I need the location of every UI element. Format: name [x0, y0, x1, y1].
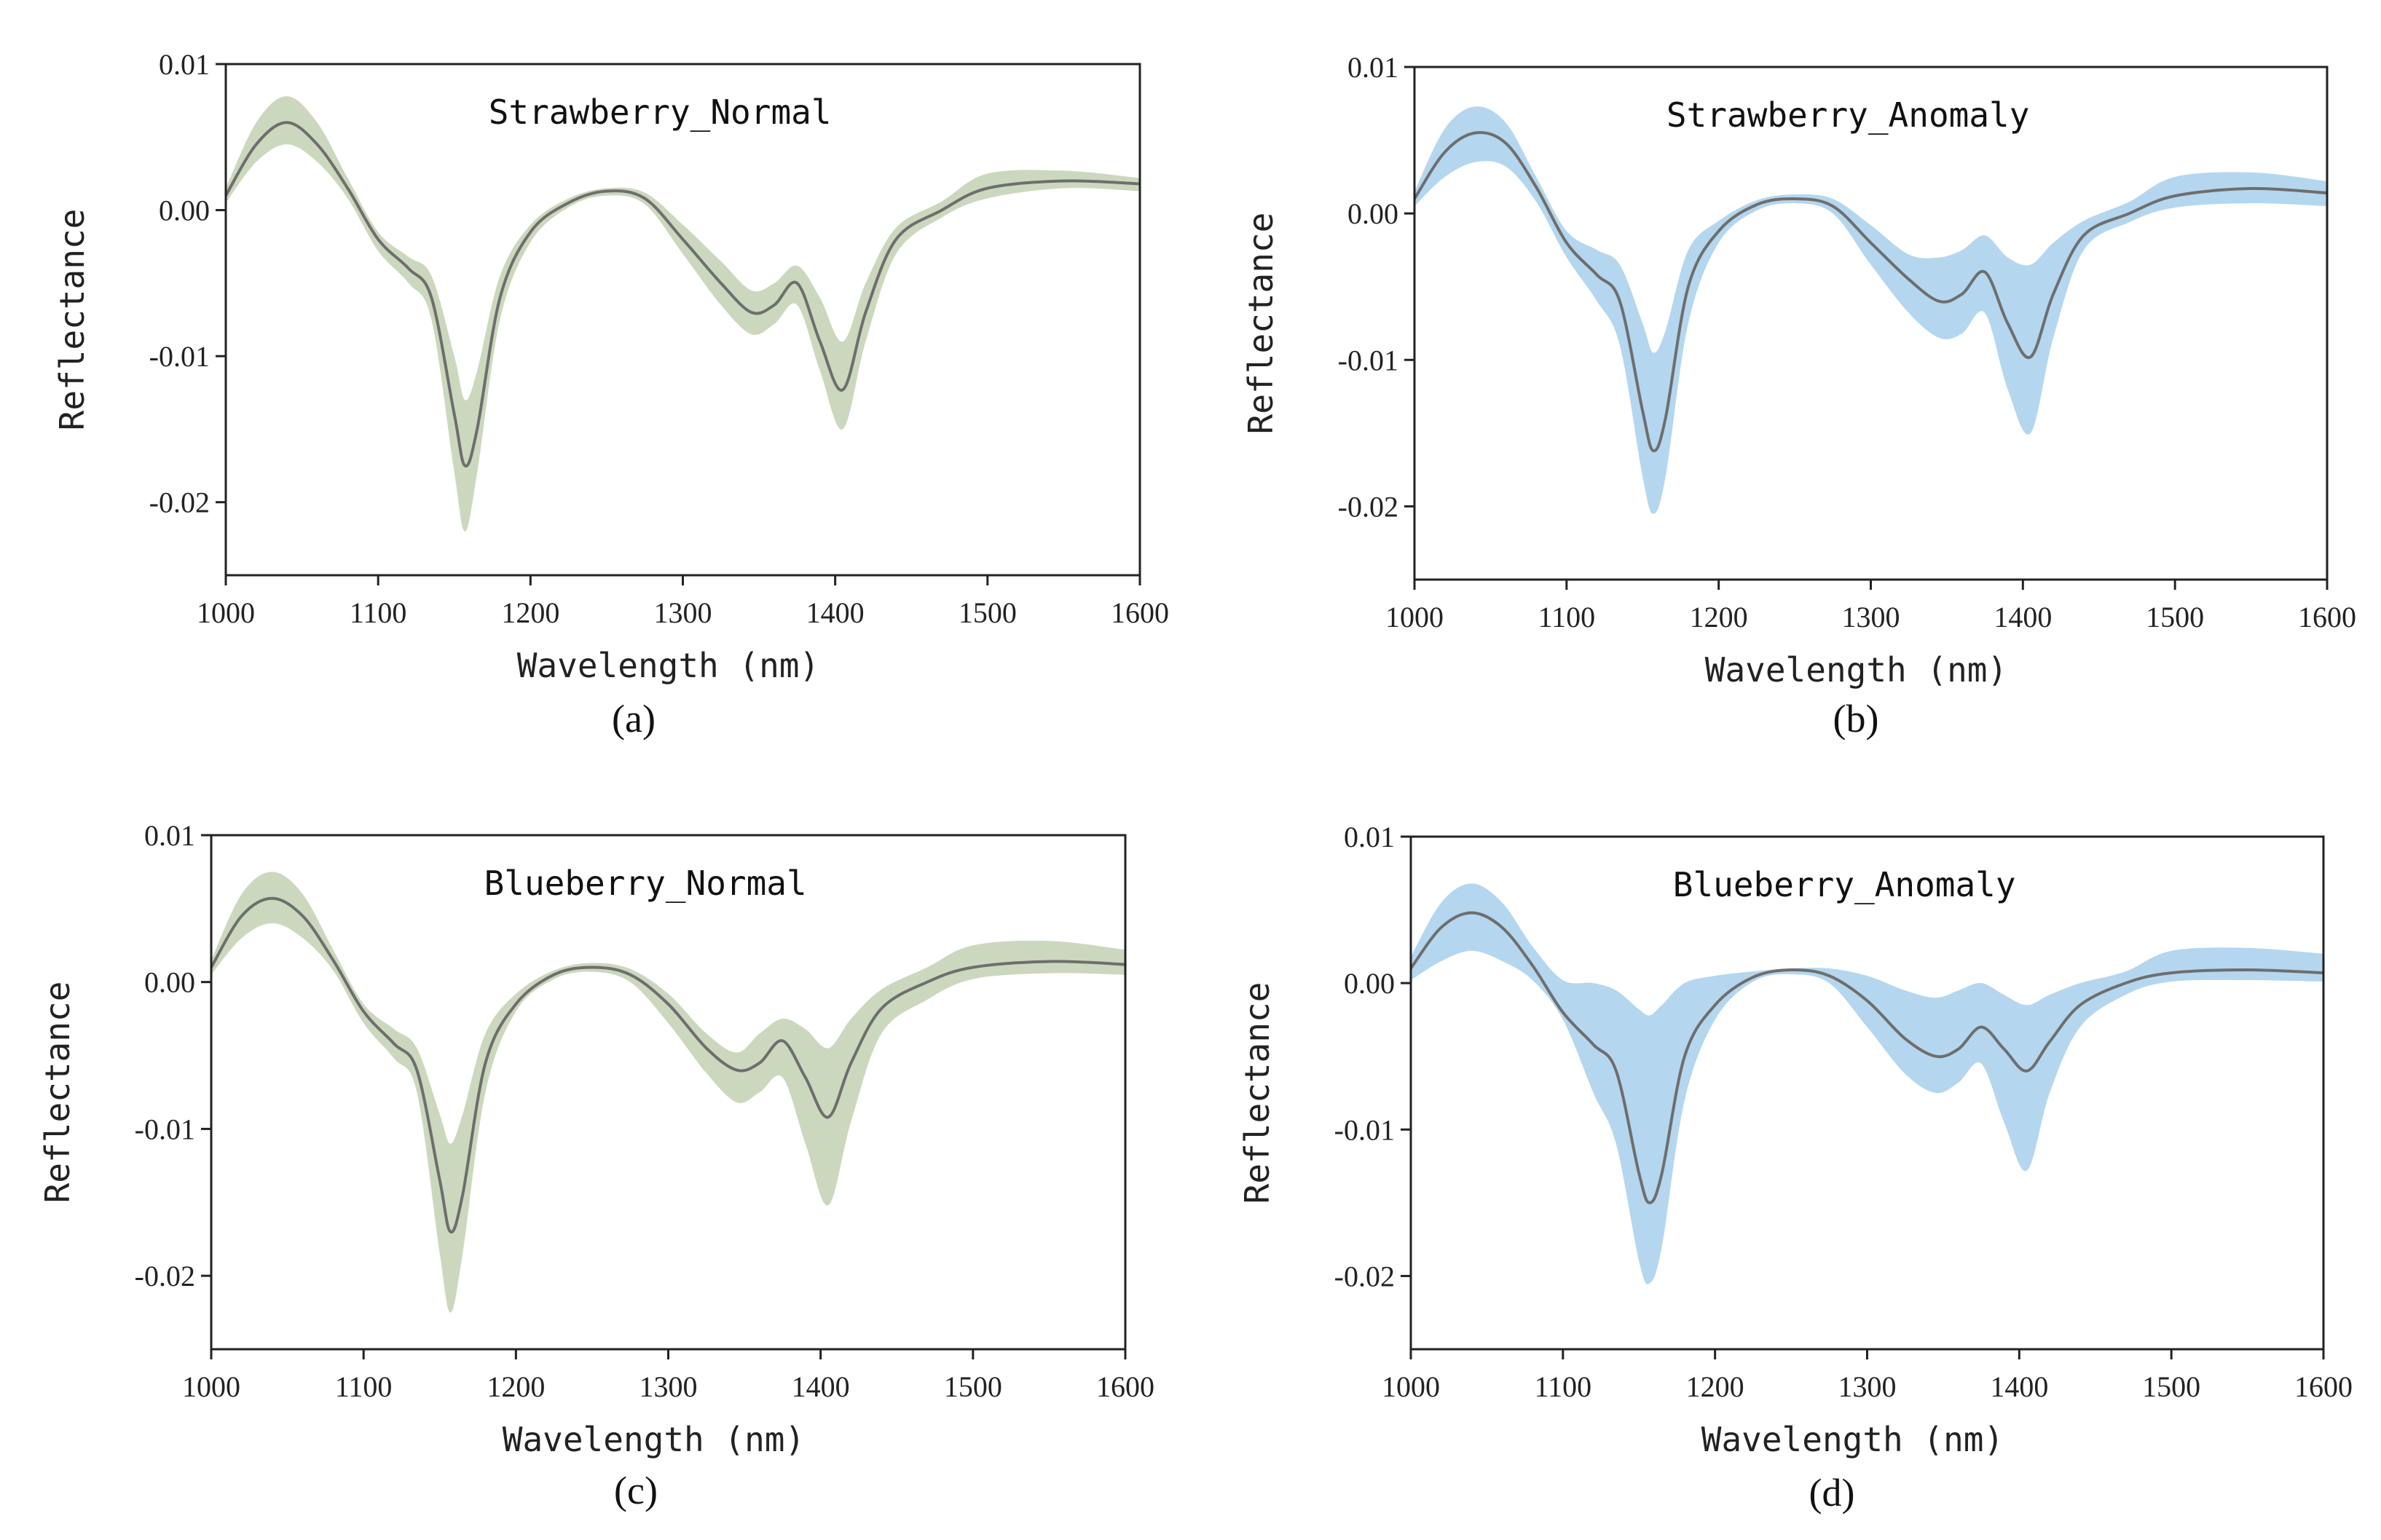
panel-title-b: Strawberry_Anomaly [1666, 95, 2030, 135]
x-tick-label: 1400 [806, 596, 865, 629]
panel-title-c: Blueberry_Normal [484, 864, 807, 903]
x-tick-label: 1400 [792, 1370, 850, 1403]
y-tick-label: -0.02 [1338, 490, 1398, 523]
x-tick-label: 1300 [1842, 601, 1900, 633]
x-tick-label: 1000 [1385, 601, 1444, 633]
mean-spectrum-line-c [210, 896, 1126, 1233]
y-tick-label: 0.00 [144, 966, 195, 999]
std-band-c [211, 872, 1125, 1313]
y-tick-label: 0.01 [159, 48, 210, 81]
x-tick-label: 1200 [487, 1370, 545, 1403]
y-tick-label: -0.02 [135, 1260, 195, 1292]
x-tick-label: 1500 [2142, 1370, 2200, 1403]
x-tick-label: 1300 [1838, 1370, 1897, 1403]
x-tick-label: 1100 [1535, 1370, 1592, 1403]
x-tick-label: 1400 [1990, 1370, 2048, 1403]
y-axis-title-b: Reflectance [1241, 213, 1280, 435]
mean-spectrum-line-a [224, 121, 1141, 467]
y-tick-label: -0.02 [149, 486, 210, 519]
panel-title-a: Strawberry_Normal [489, 92, 832, 132]
x-axis-title-a: Wavelength (nm) [517, 646, 819, 685]
x-tick-label: 1200 [1690, 601, 1748, 633]
x-tick-label: 1600 [2294, 1370, 2353, 1403]
x-tick-label: 1000 [197, 596, 255, 629]
panel-b: 1000 1100 1200 1300 1400 1500 1600 0.01 0.00 -0.0… [1241, 51, 2356, 741]
y-tick-label: 0.01 [144, 819, 195, 852]
x-tick-label: 1300 [639, 1370, 698, 1403]
y-tick-label: -0.01 [149, 340, 210, 373]
x-tick-label: 1200 [501, 596, 559, 629]
x-axis-title-d: Wavelength (nm) [1701, 1420, 2004, 1459]
y-tick-label: 0.01 [1347, 51, 1398, 84]
x-tick-label: 1100 [335, 1370, 393, 1403]
panel-title-d: Blueberry_Anomaly [1673, 865, 2016, 904]
y-axis-title-d: Reflectance [1237, 982, 1277, 1204]
y-tick-label: -0.01 [1334, 1113, 1395, 1146]
y-tick-label: -0.01 [1338, 344, 1398, 376]
x-tick-label: 1500 [2146, 601, 2204, 633]
panel-c: 1000 1100 1200 1300 1400 1500 1600 0.01 0.00 -0.0… [38, 819, 1154, 1512]
std-band-d [1411, 883, 2323, 1284]
x-tick-label: 1100 [350, 596, 407, 629]
panel-caption-d: (d) [1809, 1471, 1855, 1515]
x-tick-label: 1600 [1111, 596, 1169, 629]
y-tick-label: 0.01 [1344, 821, 1395, 853]
x-tick-label: 1600 [2298, 601, 2356, 633]
x-tick-label: 1100 [1538, 601, 1596, 633]
y-tick-label: 0.00 [1344, 967, 1395, 1000]
y-tick-label: 0.00 [1347, 197, 1398, 230]
x-axis-title-b: Wavelength (nm) [1705, 650, 2007, 690]
x-axis-title-c: Wavelength (nm) [503, 1420, 805, 1459]
x-tick-label: 1600 [1096, 1370, 1154, 1403]
mean-spectrum-line-b [1413, 131, 2328, 453]
x-tick-label: 1300 [654, 596, 712, 629]
x-tick-label: 1500 [959, 596, 1017, 629]
y-tick-label: 0.00 [159, 194, 210, 227]
y-axis-title-a: Reflectance [52, 209, 92, 431]
panel-a: 1000 1100 1200 1300 1400 1500 1600 0.01 0.00 -0.0… [52, 48, 1169, 741]
x-tick-label: 1400 [1994, 601, 2052, 633]
x-tick-label: 1500 [944, 1370, 1002, 1403]
y-tick-label: -0.01 [135, 1113, 195, 1145]
y-tick-label: -0.02 [1334, 1260, 1395, 1292]
x-tick-label: 1000 [182, 1370, 240, 1403]
panel-d: 1000 1100 1200 1300 1400 1500 1600 0.01 0.00 -0.0… [1237, 821, 2353, 1515]
y-axis-title-c: Reflectance [38, 982, 77, 1204]
panel-caption-a: (a) [612, 697, 656, 741]
mean-spectrum-line-d [1409, 911, 2324, 1204]
panel-caption-b: (b) [1833, 697, 1879, 741]
x-tick-label: 1000 [1382, 1370, 1440, 1403]
std-band-a [226, 96, 1140, 532]
x-tick-label: 1200 [1686, 1370, 1744, 1403]
panel-caption-c: (c) [614, 1469, 658, 1512]
